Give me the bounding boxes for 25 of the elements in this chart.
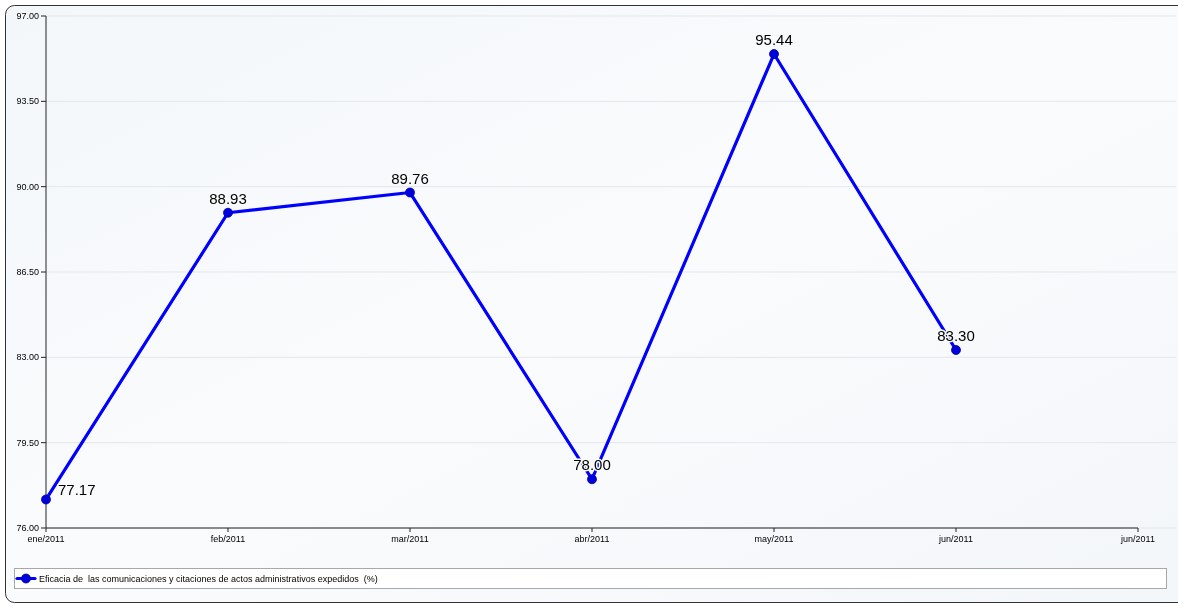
x-tick-label: ene/2011 — [27, 534, 65, 544]
x-tick-label: abr/2011 — [574, 534, 610, 544]
point — [769, 49, 779, 59]
point — [405, 187, 415, 198]
point — [587, 474, 597, 485]
y-tick-label: 76.00 — [16, 523, 39, 534]
y-tick-label: 97.00 — [16, 11, 39, 22]
y-tick-label: 86.50 — [16, 267, 39, 278]
x-tick-label: jun/2011 — [938, 534, 973, 544]
y-tick-label: 79.50 — [16, 437, 39, 448]
y-tick-label: 93.50 — [16, 96, 39, 107]
point — [951, 345, 961, 355]
data-label: 95.44 — [755, 31, 793, 49]
x-tick-label: jun/2011 — [1120, 534, 1155, 544]
point — [223, 207, 233, 218]
x-tick-label: feb/2011 — [210, 534, 246, 544]
point — [41, 494, 51, 505]
legend-label: Eficacia de las comunicaciones y citaciones de actos administrativos expedidos (%) — [39, 574, 378, 584]
x-tick-label: may/2011 — [754, 534, 794, 544]
y-tick-label: 83.00 — [16, 352, 39, 363]
data-label: 88.93 — [209, 189, 247, 207]
data-label: 77.17 — [58, 481, 96, 499]
data-label: 89.76 — [391, 169, 429, 187]
y-tick-label: 90.00 — [16, 181, 39, 192]
x-tick-label: mar/2011 — [391, 534, 429, 544]
